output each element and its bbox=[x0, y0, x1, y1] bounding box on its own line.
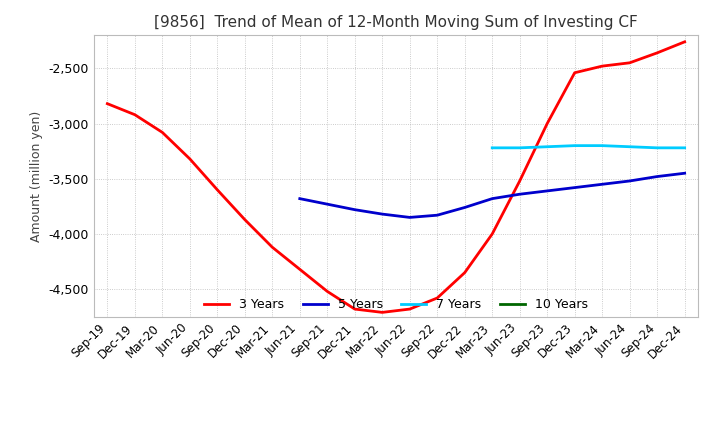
5 Years bbox=[460, 205, 469, 210]
Y-axis label: Amount (million yen): Amount (million yen) bbox=[30, 110, 42, 242]
5 Years bbox=[295, 196, 304, 201]
7 Years bbox=[626, 144, 634, 149]
3 Years bbox=[130, 112, 139, 117]
5 Years bbox=[543, 188, 552, 194]
Legend: 3 Years, 5 Years, 7 Years, 10 Years: 3 Years, 5 Years, 7 Years, 10 Years bbox=[199, 293, 593, 316]
7 Years bbox=[570, 143, 579, 148]
3 Years bbox=[570, 70, 579, 75]
3 Years bbox=[516, 178, 524, 183]
3 Years bbox=[158, 130, 166, 135]
3 Years bbox=[295, 267, 304, 272]
7 Years bbox=[543, 144, 552, 149]
3 Years bbox=[240, 217, 249, 222]
3 Years bbox=[433, 295, 441, 301]
5 Years bbox=[516, 191, 524, 197]
5 Years bbox=[378, 212, 387, 217]
5 Years bbox=[598, 182, 606, 187]
5 Years bbox=[351, 207, 359, 213]
Line: 5 Years: 5 Years bbox=[300, 173, 685, 217]
7 Years bbox=[598, 143, 606, 148]
3 Years bbox=[680, 39, 689, 44]
5 Years bbox=[626, 178, 634, 183]
3 Years bbox=[653, 50, 662, 55]
3 Years bbox=[460, 270, 469, 275]
7 Years bbox=[516, 145, 524, 150]
3 Years bbox=[103, 101, 112, 106]
Line: 3 Years: 3 Years bbox=[107, 42, 685, 312]
3 Years bbox=[268, 245, 276, 250]
5 Years bbox=[570, 185, 579, 190]
7 Years bbox=[488, 145, 497, 150]
3 Years bbox=[405, 306, 414, 312]
3 Years bbox=[351, 306, 359, 312]
3 Years bbox=[213, 187, 222, 192]
7 Years bbox=[653, 145, 662, 150]
Title: [9856]  Trend of Mean of 12-Month Moving Sum of Investing CF: [9856] Trend of Mean of 12-Month Moving … bbox=[154, 15, 638, 30]
3 Years bbox=[543, 121, 552, 126]
5 Years bbox=[653, 174, 662, 179]
3 Years bbox=[186, 156, 194, 161]
5 Years bbox=[680, 171, 689, 176]
3 Years bbox=[626, 60, 634, 66]
5 Years bbox=[488, 196, 497, 201]
5 Years bbox=[405, 215, 414, 220]
3 Years bbox=[378, 310, 387, 315]
5 Years bbox=[323, 202, 332, 207]
5 Years bbox=[433, 213, 441, 218]
3 Years bbox=[598, 63, 606, 69]
3 Years bbox=[323, 289, 332, 294]
3 Years bbox=[488, 231, 497, 237]
7 Years bbox=[680, 145, 689, 150]
Line: 7 Years: 7 Years bbox=[492, 146, 685, 148]
